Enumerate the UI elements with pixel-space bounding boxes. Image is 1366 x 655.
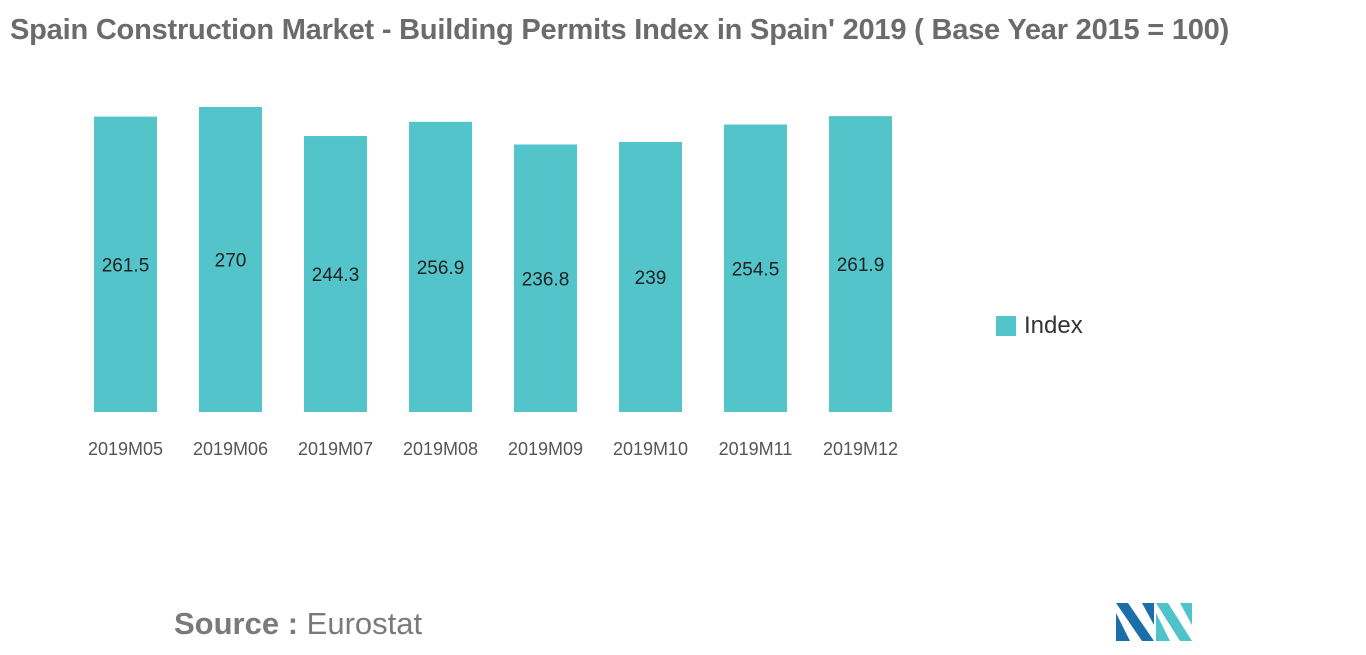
value-label-2019M10: 239 bbox=[635, 268, 667, 289]
source-prefix: Source : bbox=[174, 606, 299, 641]
legend-swatch bbox=[996, 316, 1016, 336]
x-tick-2019M06: 2019M06 bbox=[193, 439, 268, 459]
bar-chart: 261.5 270 244.3 256.9 236.8 239 254.5 261.9 201… bbox=[88, 107, 898, 459]
x-tick-2019M12: 2019M12 bbox=[823, 439, 898, 459]
value-label-2019M07: 244.3 bbox=[312, 265, 360, 286]
logo-shape bbox=[1116, 603, 1154, 641]
x-tick-2019M11: 2019M11 bbox=[719, 439, 793, 459]
logo-shape bbox=[1180, 603, 1192, 625]
x-tick-2019M09: 2019M09 bbox=[508, 439, 583, 459]
value-label-2019M12: 261.9 bbox=[837, 255, 885, 276]
legend: Index bbox=[996, 312, 1083, 340]
bar-2019M10 bbox=[619, 142, 682, 412]
logo-shape bbox=[1142, 603, 1154, 625]
bars-group bbox=[94, 107, 892, 413]
bar-2019M08 bbox=[409, 121, 472, 412]
logo-shape bbox=[1156, 603, 1192, 641]
value-label-2019M09: 236.8 bbox=[522, 269, 570, 290]
logo-shape bbox=[1156, 613, 1170, 641]
bar-2019M11 bbox=[724, 124, 787, 412]
value-labels-group: 261.5 270 244.3 256.9 236.8 239 254.5 261.9 bbox=[102, 251, 885, 291]
bar-2019M07 bbox=[304, 136, 367, 412]
source-note: Source : Eurostat bbox=[174, 606, 422, 642]
x-tick-2019M10: 2019M10 bbox=[613, 439, 688, 459]
bar-2019M12 bbox=[829, 116, 892, 413]
logo-shape bbox=[1116, 613, 1130, 641]
x-axis-ticks: 2019M05 2019M06 2019M07 2019M08 2019M09 2019M… bbox=[88, 439, 898, 459]
bar-2019M09 bbox=[514, 144, 577, 412]
chart-title: Spain Construction Market - Building Per… bbox=[10, 14, 1230, 46]
value-label-2019M08: 256.9 bbox=[417, 258, 465, 279]
x-tick-2019M05: 2019M05 bbox=[88, 439, 163, 459]
value-label-2019M11: 254.5 bbox=[732, 259, 780, 280]
x-tick-2019M08: 2019M08 bbox=[403, 439, 478, 459]
mordor-intelligence-logo-icon bbox=[1116, 603, 1192, 641]
value-label-2019M06: 270 bbox=[215, 251, 247, 272]
x-tick-2019M07: 2019M07 bbox=[298, 439, 373, 459]
value-label-2019M05: 261.5 bbox=[102, 255, 150, 276]
source-text: Eurostat bbox=[306, 606, 423, 641]
bar-2019M06 bbox=[199, 107, 262, 412]
bar-2019M05 bbox=[94, 116, 157, 412]
legend-label: Index bbox=[1024, 312, 1083, 339]
